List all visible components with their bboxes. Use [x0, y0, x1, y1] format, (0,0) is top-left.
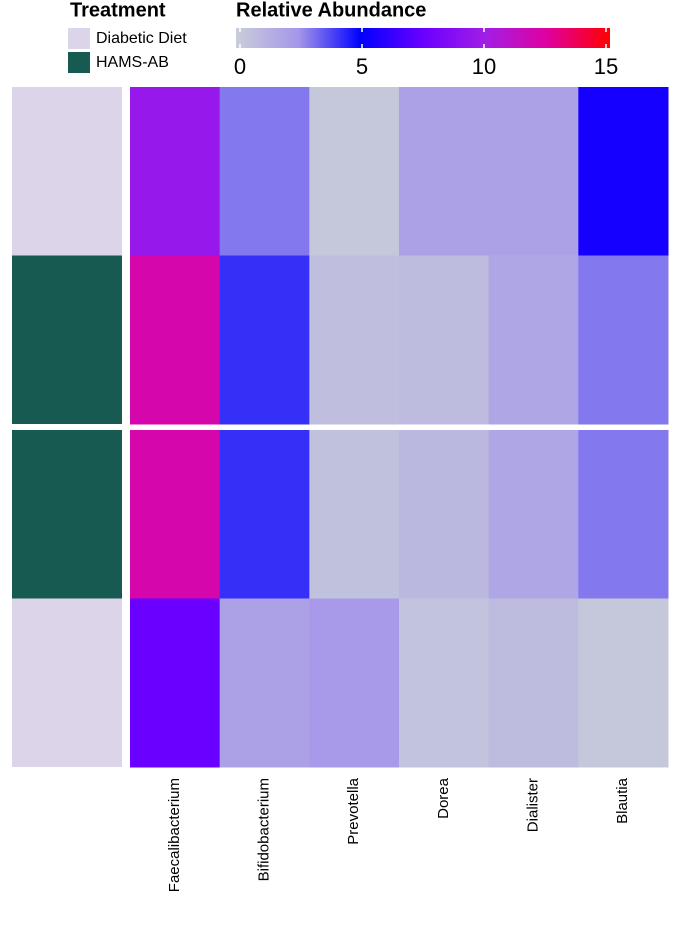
- colorbar: [236, 28, 610, 48]
- heat-cell: [219, 430, 310, 599]
- colorbar-title: Relative Abundance: [236, 0, 426, 21]
- column-label: Dialister: [524, 778, 541, 832]
- colorbar-tick-label: 10: [472, 54, 496, 79]
- heat-cell: [219, 255, 310, 425]
- heat-cell: [309, 598, 400, 768]
- column-label: Faecalibacterium: [166, 778, 183, 892]
- heat-cell: [399, 255, 490, 425]
- heat-cell: [309, 430, 400, 599]
- colorbar-tick-label: 15: [594, 54, 618, 79]
- heat-cell: [130, 598, 221, 768]
- heat-cell: [578, 87, 669, 256]
- treatment-cell: [12, 87, 122, 256]
- legend-title: Treatment: [70, 0, 166, 21]
- column-label: Blautia: [614, 777, 631, 824]
- heat-cell: [309, 87, 400, 256]
- treatment-cell: [12, 598, 122, 767]
- heat-cell: [578, 430, 669, 599]
- colorbar-tick-label: 5: [356, 54, 368, 79]
- heat-cell: [399, 598, 490, 768]
- heat-cell: [488, 255, 579, 425]
- heat-cell: [130, 255, 221, 425]
- legend-label: Diabetic Diet: [96, 30, 187, 47]
- legend-swatch: [68, 28, 90, 49]
- heat-cell: [488, 430, 579, 599]
- column-label: Bifidobacterium: [255, 778, 272, 881]
- heat-cell: [399, 430, 490, 599]
- heat-cell: [130, 87, 221, 256]
- colorbar-tick-label: 0: [234, 54, 246, 79]
- heat-cell: [219, 87, 310, 256]
- heat-cell: [578, 255, 669, 425]
- heat-cell: [488, 87, 579, 256]
- heat-cell: [399, 87, 490, 256]
- treatment-cell: [12, 430, 122, 599]
- heat-cell: [219, 598, 310, 768]
- column-label: Prevotella: [345, 777, 362, 844]
- heat-cell: [488, 598, 579, 768]
- legend-swatch: [68, 52, 90, 73]
- legend-label: HAMS-AB: [96, 54, 169, 71]
- column-label: Dorea: [435, 777, 452, 819]
- treatment-cell: [12, 255, 122, 424]
- heat-cell: [130, 430, 221, 599]
- heat-cell: [309, 255, 400, 425]
- heat-cell: [578, 598, 669, 768]
